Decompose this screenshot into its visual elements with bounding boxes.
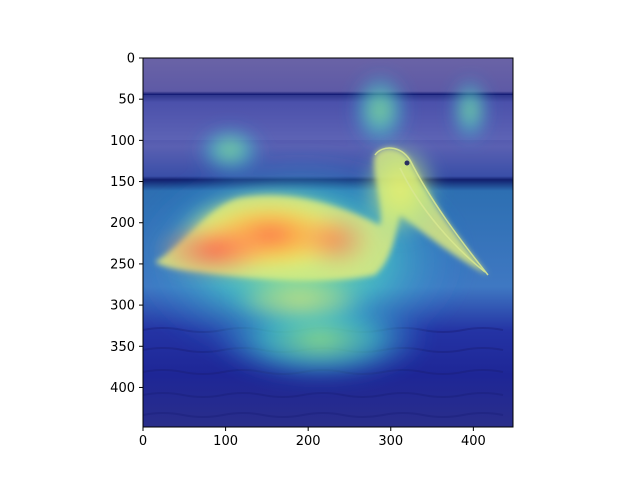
- x-axis: 0 100 200 300 400: [139, 427, 486, 449]
- y-axis: 0 50 100 150 200 250 300 350 400: [110, 52, 143, 396]
- y-tick-label: 400: [110, 381, 135, 396]
- x-tick-label: 0: [139, 434, 147, 449]
- y-tick-label: 250: [110, 257, 135, 272]
- axes-frame: [142, 57, 514, 428]
- x-tick-label: 200: [296, 434, 321, 449]
- y-tick-label: 300: [110, 299, 135, 314]
- x-tick-label: 300: [378, 434, 403, 449]
- pelican-eye-icon: [404, 160, 410, 166]
- y-tick-label: 50: [118, 93, 135, 108]
- y-tick-label: 350: [110, 340, 135, 355]
- y-tick-label: 150: [110, 175, 135, 190]
- y-tick-label: 200: [110, 216, 135, 231]
- y-tick-label: 0: [127, 52, 135, 67]
- x-tick-label: 400: [461, 434, 486, 449]
- y-tick-label: 100: [110, 134, 135, 149]
- heatmap-image: [143, 58, 513, 427]
- x-tick-label: 100: [213, 434, 238, 449]
